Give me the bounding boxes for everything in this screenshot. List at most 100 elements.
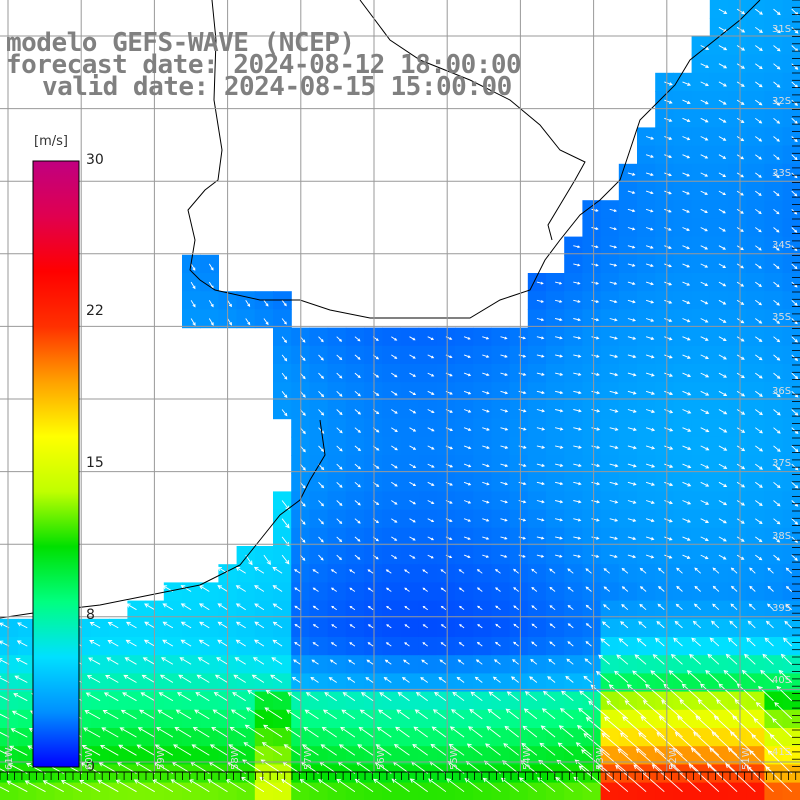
wind-cell [163, 655, 183, 674]
wind-cell [455, 600, 474, 620]
wind-arrow-head [439, 659, 443, 663]
wind-cell [455, 655, 474, 674]
wind-cell [618, 564, 638, 583]
wind-arrow [536, 409, 545, 412]
wind-arrow [637, 638, 647, 647]
wind-arrow-head [741, 356, 745, 360]
wind-arrow [438, 677, 447, 683]
wind-arrow-head [694, 585, 698, 590]
wind-cell [163, 728, 183, 747]
wind-arrow-head [244, 724, 250, 730]
wind-cell [163, 600, 183, 620]
wind-arrow-head [595, 299, 600, 304]
wind-arrow [310, 677, 319, 683]
wind-arrow-head [620, 621, 625, 626]
wind-arrow-head [673, 637, 678, 643]
wind-arrow [664, 318, 672, 322]
wind-arrow-head [722, 119, 727, 123]
wind-arrow [573, 500, 581, 503]
wind-arrow-head [503, 743, 508, 748]
wind-arrow-head [254, 585, 259, 590]
wind-cell [91, 764, 110, 784]
wind-arrow-head [686, 264, 691, 268]
wind-arrow-head [487, 708, 493, 714]
wind-cell [127, 618, 147, 638]
wind-arrow [357, 744, 374, 756]
wind-arrow-head [638, 621, 643, 625]
wind-arrow-head [375, 744, 381, 749]
wind-arrow-head [24, 780, 30, 785]
wind-arrow-head [120, 709, 126, 714]
wind-arrow-head [711, 620, 716, 625]
wind-arrow [391, 409, 398, 414]
wind-arrow [773, 99, 780, 106]
wind-arrow [718, 154, 726, 159]
wind-arrow-head [669, 446, 674, 450]
wind-arrow [627, 172, 635, 176]
wind-arrow-head [614, 336, 618, 340]
wind-arrow [753, 718, 774, 738]
wind-cell [782, 564, 800, 583]
wind-arrow [281, 391, 288, 398]
lat-label-39s: 39S [772, 603, 792, 614]
wind-arrow [791, 481, 799, 489]
wind-arrow-head [794, 485, 799, 489]
wind-arrow [193, 727, 210, 738]
wind-arrow-head [559, 500, 564, 504]
wind-arrow [693, 621, 702, 629]
wind-arrow [591, 463, 600, 467]
wind-arrow [709, 747, 738, 774]
wind-arrow [791, 445, 799, 452]
wind-arrow-head [523, 708, 529, 713]
wind-cell [509, 655, 529, 674]
wind-arrow-head [413, 726, 419, 731]
wind-arrow [760, 670, 774, 683]
wind-cell [509, 691, 529, 711]
wind-arrow-head [531, 641, 535, 645]
wind-arrow-head [668, 191, 672, 195]
wind-arrow-head [741, 65, 745, 69]
wind-cell [546, 618, 565, 638]
wind-arrow [773, 336, 780, 343]
wind-arrow-head [704, 319, 709, 323]
wind-arrow-head [106, 657, 112, 662]
wind-arrow [576, 742, 592, 756]
wind-arrow-head [557, 742, 563, 747]
wind-arrow [476, 659, 483, 665]
wind-arrow [573, 245, 580, 248]
wind-arrow-head [247, 303, 251, 307]
wind-cell [491, 582, 511, 602]
wind-arrow [772, 718, 793, 738]
wind-arrow [427, 518, 434, 523]
wind-arrow-head [712, 603, 716, 608]
wind-cell [345, 582, 365, 602]
wind-cell [436, 600, 456, 620]
wind-arrow [609, 445, 618, 449]
wind-arrow-head [217, 603, 223, 608]
wind-arrow [673, 637, 683, 647]
wind-arrow-head [722, 283, 727, 287]
wind-arrow [609, 390, 618, 394]
wind-arrow [232, 692, 246, 702]
wind-cell [254, 746, 274, 765]
wind-arrow [500, 390, 508, 394]
wind-arrow-head [89, 640, 94, 645]
wind-arrow-head [723, 501, 728, 506]
wind-arrow [773, 45, 781, 52]
wind-cell [418, 655, 438, 674]
wind-arrow [627, 318, 636, 322]
wind-arrow [550, 623, 556, 629]
wind-arrow [609, 263, 617, 267]
wind-arrow-head [271, 657, 277, 662]
wind-arrow [698, 699, 720, 720]
wind-cell [673, 564, 693, 583]
wind-arrow-head [88, 657, 93, 662]
wind-cell [163, 746, 183, 765]
wind-arrow [271, 657, 283, 665]
wind-cell [364, 655, 383, 674]
wind-arrow-head [170, 779, 176, 784]
wind-cell [109, 673, 128, 693]
wind-arrow-head [619, 732, 625, 738]
wind-arrow-head [632, 263, 636, 267]
wind-cell [618, 709, 638, 729]
